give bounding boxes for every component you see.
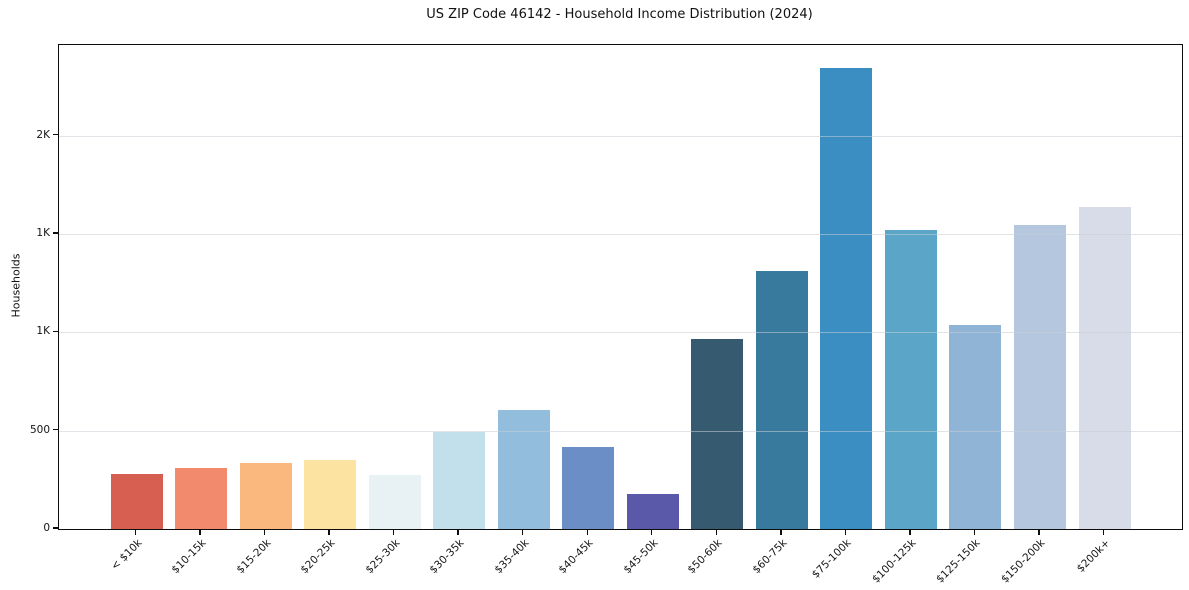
gridline [59,233,1182,235]
x-tick-mark [522,530,524,535]
bar-$45-50k [626,493,679,529]
gridline [59,135,1182,137]
bar-$200k+ [1078,206,1131,529]
bar-$15-20k [239,462,292,529]
y-tick-label: 1K [36,325,50,338]
bar-< $10k [110,473,163,529]
bar-$30-35k [433,431,486,529]
x-tick-mark [263,530,266,535]
x-tick-mark [909,530,911,535]
x-tick-mark [134,530,137,535]
y-tick-label: 500 [29,423,50,436]
chart-title: US ZIP Code 46142 - Household Income Dis… [426,7,813,22]
x-tick-mark [199,530,201,535]
y-tick-label: 1K [36,226,50,239]
x-tick-mark [651,530,653,535]
x-tick-mark [1038,530,1040,535]
x-tick-mark [1102,530,1105,535]
x-tick-mark [392,530,395,535]
x-tick-mark [780,530,782,535]
bar-$10-15k [175,467,228,529]
y-tick-mark [53,527,58,529]
bar-$75-100k [820,68,873,529]
bar-$150-200k [1013,225,1066,529]
y-tick-mark [53,133,58,136]
x-tick-mark [715,530,717,535]
bar-$50-60k [691,339,744,529]
y-tick-mark [53,330,58,332]
bar-$100-125k [884,229,937,529]
plot-area [58,44,1183,530]
bar-$35-40k [497,409,550,529]
bar-$20-25k [304,460,357,529]
y-tick-label: 0 [43,522,50,534]
x-tick-mark [328,530,330,535]
bar-$125-150k [949,324,1002,529]
gridline [59,430,1182,432]
bar-$25-30k [368,474,421,529]
x-tick-mark [586,530,588,535]
y-tick-mark [53,232,58,234]
y-tick-mark [53,428,58,431]
bar-$40-45k [562,446,615,529]
x-tick-mark [457,530,459,535]
x-tick-mark [844,530,847,535]
x-tick-label: < $10k [108,537,144,573]
x-tick-mark [973,530,976,535]
gridline [59,332,1182,334]
bar-$60-75k [755,270,808,529]
y-tick-label: 2K [36,128,50,141]
